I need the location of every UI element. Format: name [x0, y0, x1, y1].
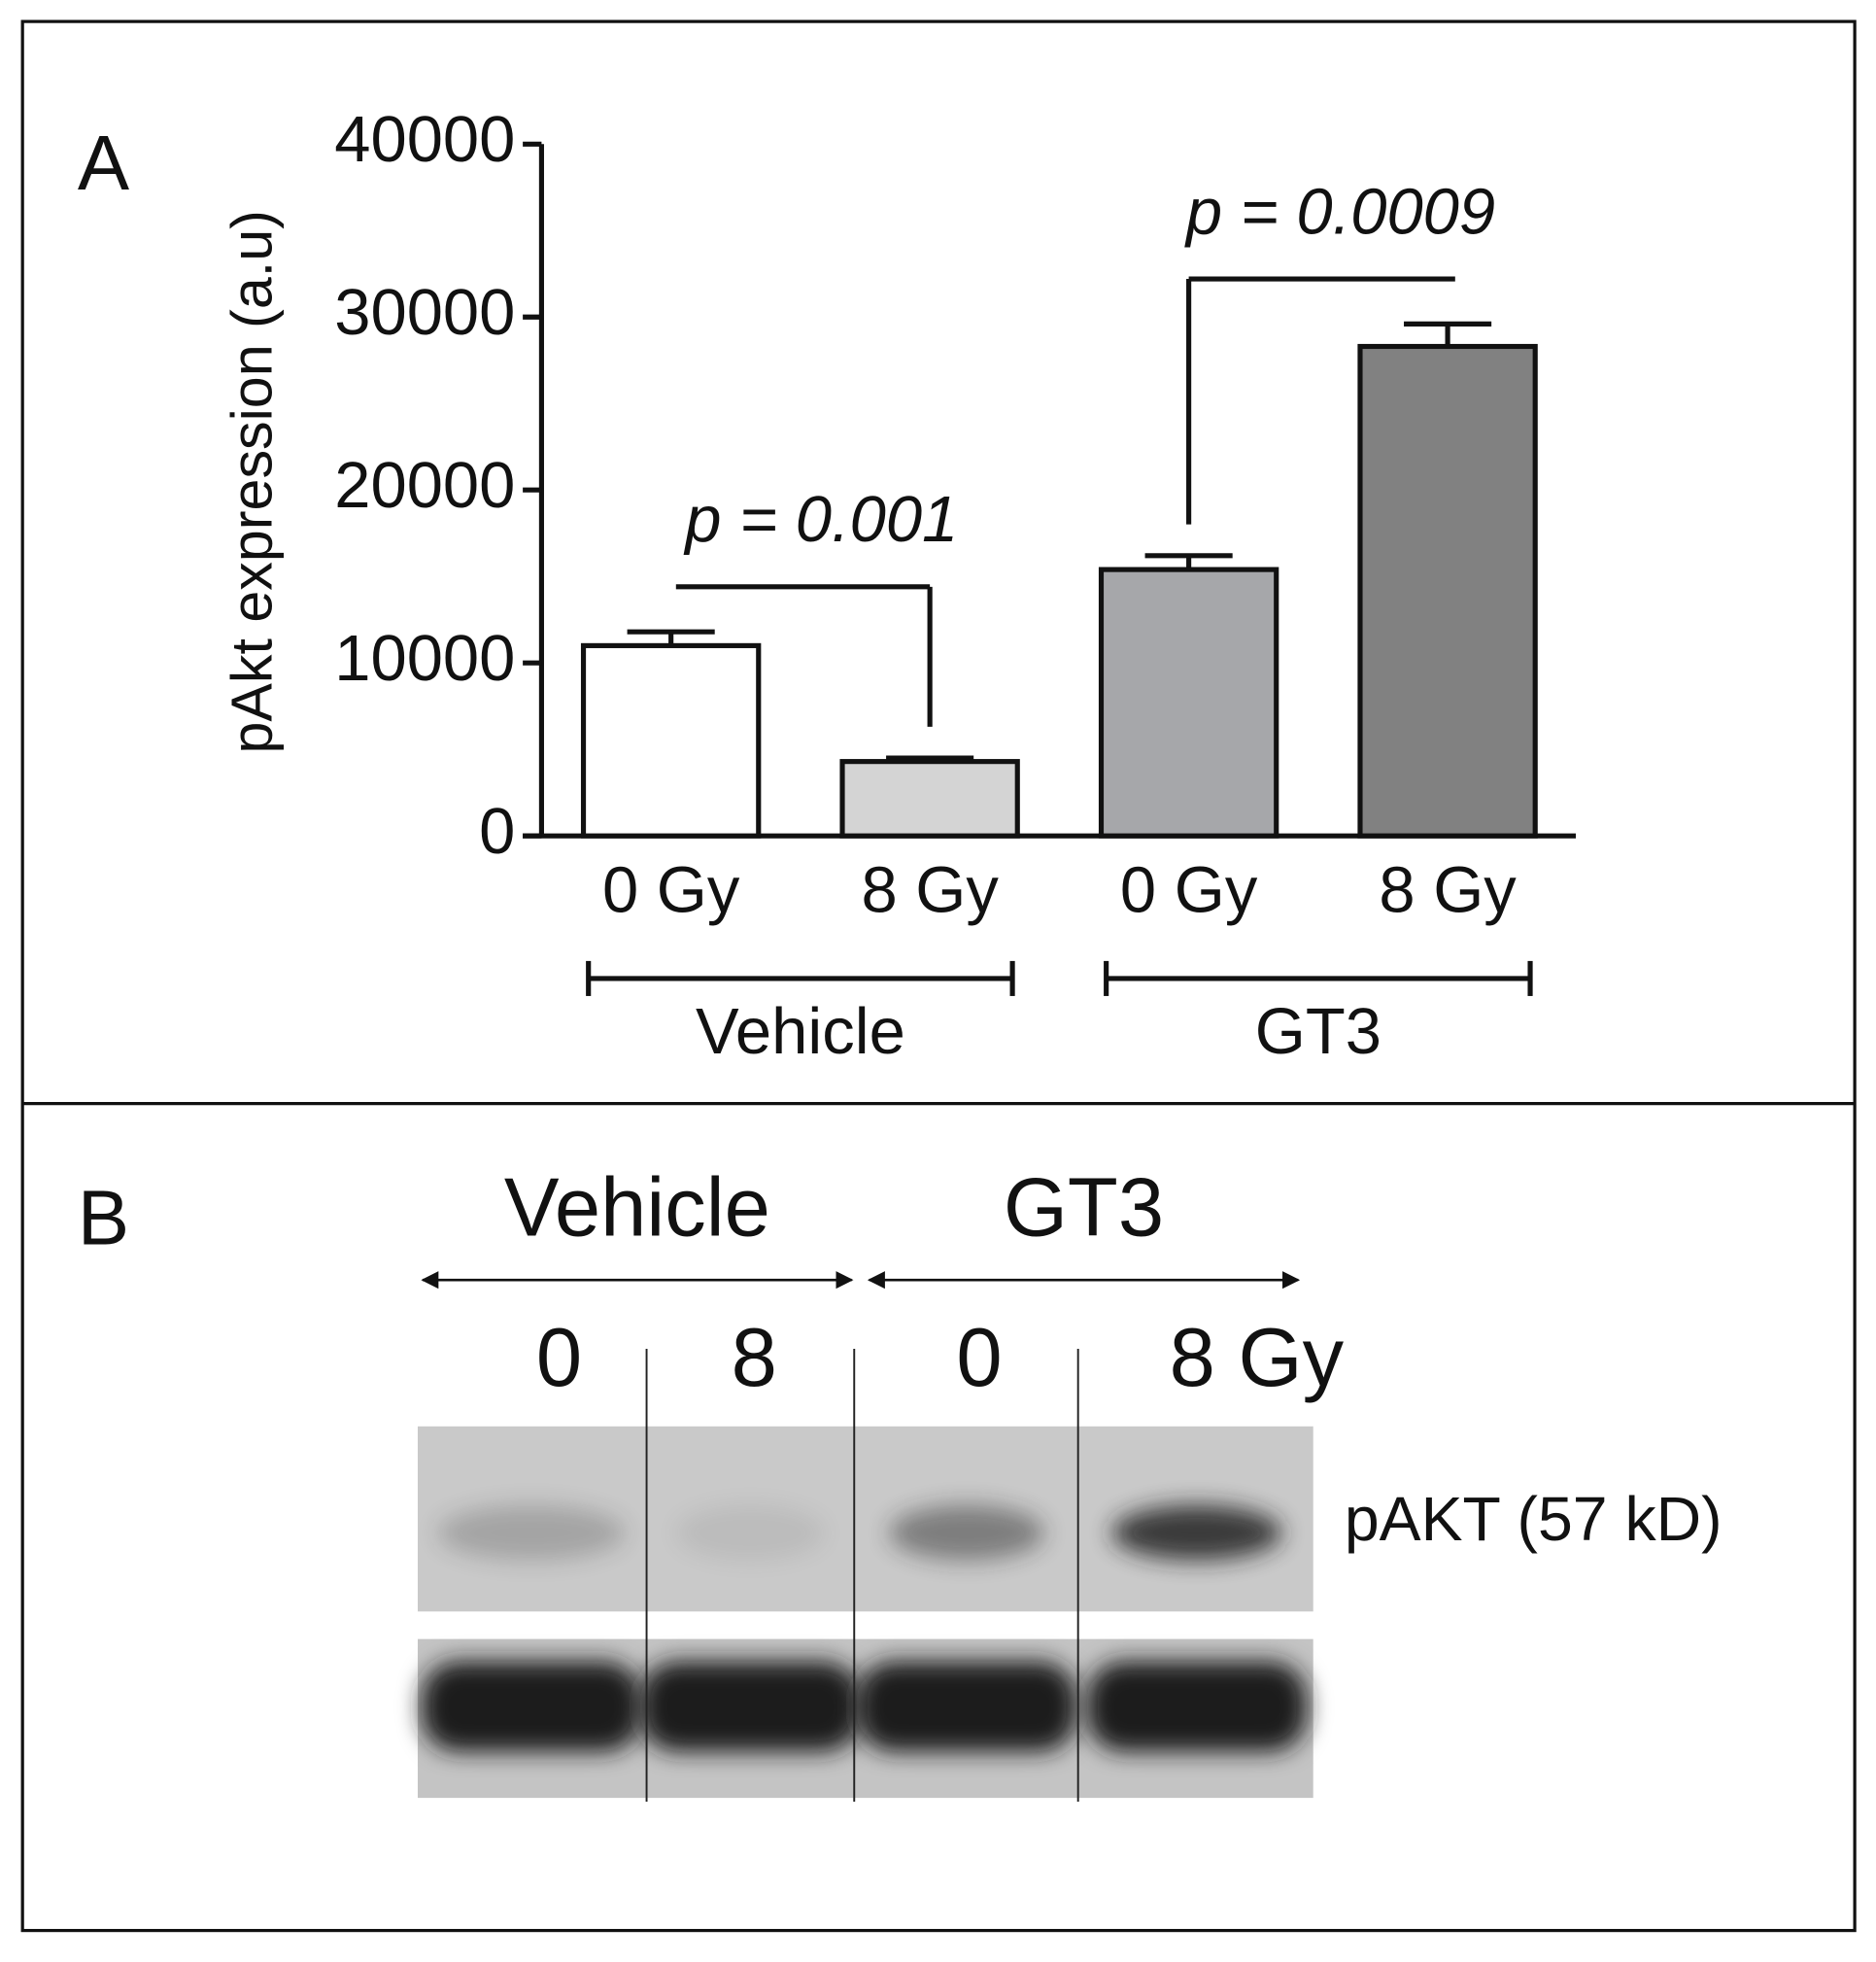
band-label: pAKT (57 kD) [1345, 1484, 1723, 1554]
loading-band [640, 1661, 861, 1752]
blot-band [675, 1504, 826, 1561]
y-tick-label: 0 [479, 795, 515, 868]
x-tick-label: 8 Gy [861, 853, 999, 926]
y-tick-label: 40000 [334, 103, 515, 176]
bar [580, 642, 762, 839]
blot-band [889, 1504, 1044, 1561]
y-axis-title: pAkt expression (a.u) [220, 210, 285, 753]
significance-label: p = 0.0009 [1184, 175, 1495, 248]
lane-label: 0 [536, 1312, 582, 1404]
lane-label: 0 [956, 1312, 1002, 1404]
panel-label: B [78, 1174, 129, 1260]
x-tick-label: 0 Gy [1120, 853, 1258, 926]
frame [20, 19, 1857, 1933]
x-tick-label: 8 Gy [1379, 853, 1517, 926]
loading-band [1086, 1661, 1308, 1752]
group-label: GT3 [1255, 995, 1381, 1068]
lane-label: 8 Gy [1170, 1312, 1345, 1404]
y-tick-label: 20000 [334, 449, 515, 522]
loading-band [856, 1661, 1077, 1752]
bar [1357, 343, 1538, 839]
significance-label: p = 0.001 [683, 483, 958, 556]
lane-label: 8 [732, 1312, 777, 1404]
loading-band [421, 1661, 642, 1752]
panel-label: A [78, 120, 130, 206]
blot-group-label: Vehicle [504, 1161, 770, 1254]
x-tick-label: 0 Gy [602, 853, 740, 926]
blot-band [1111, 1504, 1282, 1561]
bar [1098, 567, 1279, 839]
blot-group-label: GT3 [1004, 1161, 1164, 1254]
y-tick-label: 10000 [334, 622, 515, 695]
bar [839, 759, 1020, 839]
y-tick-label: 30000 [334, 276, 515, 349]
blot-band [437, 1504, 626, 1561]
group-label: Vehicle [696, 995, 905, 1068]
